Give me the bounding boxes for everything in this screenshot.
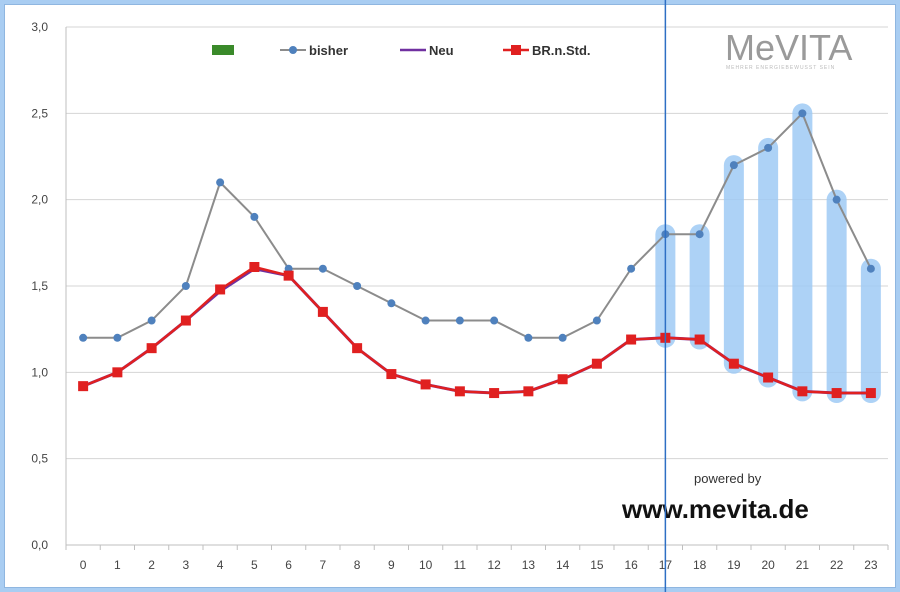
- highlight-bar: [723, 155, 744, 374]
- point-bisher: [490, 316, 499, 325]
- x-tick-label: 4: [217, 558, 224, 572]
- x-tick-label: 22: [830, 558, 844, 572]
- point-br-n-std: [146, 343, 157, 354]
- point-br-n-std: [249, 262, 260, 273]
- x-tick-label: 8: [354, 558, 361, 572]
- point-br-n-std: [420, 379, 431, 390]
- point-br-n-std: [352, 343, 363, 354]
- point-br-n-std: [865, 388, 876, 399]
- y-tick-label: 1,5: [31, 279, 48, 293]
- x-tick-label: 2: [148, 558, 155, 572]
- x-tick-label: 5: [251, 558, 258, 572]
- y-tick-label: 2,0: [31, 193, 48, 207]
- point-br-n-std: [557, 374, 568, 385]
- x-tick-label: 23: [864, 558, 878, 572]
- x-tick-label: 20: [761, 558, 775, 572]
- point-bisher: [250, 212, 259, 221]
- x-tick-label: 10: [419, 558, 433, 572]
- point-br-n-std: [489, 388, 500, 399]
- x-tick-label: 11: [454, 558, 467, 572]
- point-br-n-std: [283, 270, 294, 281]
- point-br-n-std: [78, 381, 89, 392]
- legend-label-neu: Neu: [429, 43, 454, 58]
- x-tick-label: 3: [183, 558, 190, 572]
- point-bisher: [353, 282, 362, 290]
- point-br-n-std: [180, 315, 191, 326]
- point-bisher: [558, 333, 567, 342]
- point-br-n-std: [763, 372, 774, 383]
- point-bisher: [832, 195, 841, 204]
- point-br-n-std: [112, 367, 123, 378]
- x-tick-label: 15: [590, 558, 604, 572]
- highlight-bar: [689, 224, 710, 350]
- point-bisher: [866, 264, 875, 273]
- point-br-n-std: [317, 306, 328, 317]
- y-tick-label: 1,0: [31, 365, 48, 379]
- point-bisher: [592, 316, 601, 325]
- y-tick-label: 0,5: [31, 452, 48, 466]
- x-tick-label: 21: [796, 558, 810, 572]
- point-bisher: [798, 109, 807, 118]
- point-br-n-std: [523, 386, 534, 397]
- website-url: www.mevita.de: [621, 494, 809, 524]
- point-br-n-std: [454, 386, 465, 397]
- point-bisher: [387, 299, 396, 308]
- point-br-n-std: [831, 388, 842, 399]
- x-tick-label: 16: [624, 558, 638, 572]
- point-bisher: [113, 333, 122, 342]
- point-br-n-std: [728, 358, 739, 369]
- highlight-bar: [826, 189, 847, 404]
- x-tick-label: 18: [693, 558, 707, 572]
- legend-label-bisher: bisher: [309, 43, 348, 58]
- point-br-n-std: [694, 334, 705, 345]
- x-tick-label: 19: [727, 558, 741, 572]
- point-br-n-std: [215, 284, 226, 295]
- mevita-logo: MeVITA: [725, 27, 852, 68]
- x-tick-label: 9: [388, 558, 395, 572]
- point-bisher: [695, 230, 704, 239]
- x-tick-label: 7: [320, 558, 327, 572]
- x-tick-label: 14: [556, 558, 570, 572]
- legend-swatch-green: [212, 45, 234, 55]
- legend-marker-bisher: [289, 46, 297, 54]
- legend-marker-br-n-std: [511, 45, 521, 55]
- point-bisher: [318, 264, 327, 273]
- x-tick-label: 12: [487, 558, 501, 572]
- point-bisher: [729, 161, 738, 170]
- point-bisher: [627, 264, 636, 273]
- series-line-neu: [82, 267, 871, 395]
- point-br-n-std: [797, 386, 808, 397]
- point-bisher: [421, 316, 430, 325]
- point-br-n-std: [386, 369, 397, 380]
- point-bisher: [216, 178, 225, 187]
- point-bisher: [181, 282, 190, 290]
- x-tick-label: 0: [80, 558, 87, 572]
- y-tick-label: 3,0: [31, 20, 48, 34]
- series-line-br-n-std: [82, 265, 871, 395]
- point-br-n-std: [591, 358, 602, 369]
- highlight-bar: [792, 103, 813, 402]
- legend-label-br-n-std: BR.n.Std.: [532, 43, 591, 58]
- y-tick-label: 2,5: [31, 106, 48, 120]
- powered-by-text: powered by: [694, 471, 762, 486]
- point-bisher: [764, 143, 773, 152]
- point-bisher: [455, 316, 464, 325]
- point-bisher: [524, 333, 533, 342]
- point-bisher: [79, 333, 88, 342]
- point-bisher: [147, 316, 156, 325]
- series-line-bisher: [83, 111, 872, 339]
- point-br-n-std: [626, 334, 637, 345]
- x-tick-label: 6: [285, 558, 292, 572]
- x-tick-label: 1: [114, 558, 121, 572]
- x-tick-label: 13: [522, 558, 536, 572]
- chart-frame: [4, 4, 896, 588]
- y-tick-label: 0,0: [31, 538, 48, 552]
- highlight-bar: [758, 137, 779, 388]
- mevita-logo-subtitle: MEHRER ENERGIEBEWUSST SEIN: [726, 65, 835, 71]
- highlight-bar: [860, 258, 881, 404]
